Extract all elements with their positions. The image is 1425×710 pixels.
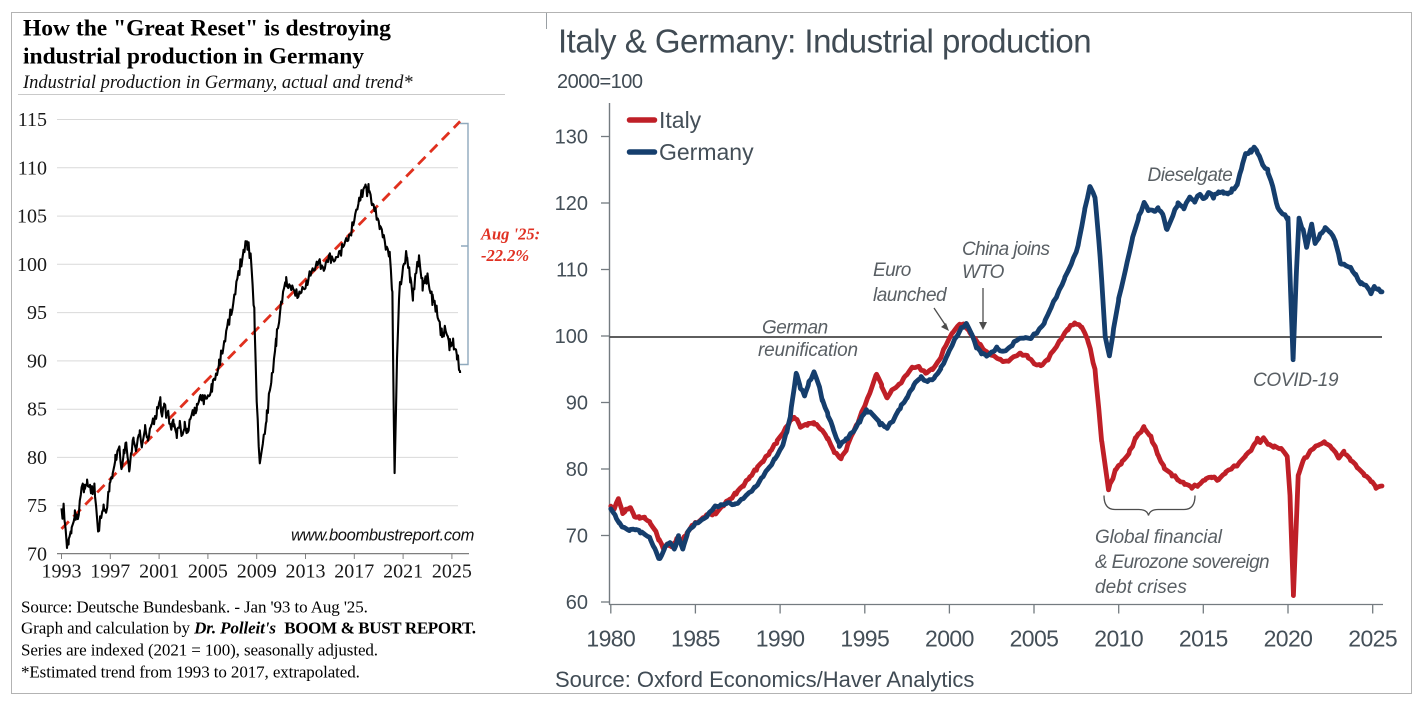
svg-text:105: 105 (17, 206, 47, 228)
svg-text:& Eurozone sovereign: & Eurozone sovereign (1095, 552, 1269, 573)
svg-text:80: 80 (566, 459, 588, 481)
svg-text:reunification: reunification (758, 340, 858, 361)
svg-text:110: 110 (18, 157, 47, 179)
svg-text:90: 90 (566, 393, 588, 415)
svg-text:launched: launched (873, 285, 948, 306)
svg-text:2021: 2021 (383, 561, 423, 583)
svg-text:German: German (762, 318, 828, 339)
svg-text:85: 85 (27, 399, 47, 421)
svg-text:1985: 1985 (671, 626, 720, 652)
svg-text:*Estimated trend from 1993 to: *Estimated trend from 1993 to 2017, extr… (21, 662, 360, 681)
svg-text:110: 110 (556, 260, 588, 282)
svg-text:Graph and calculation by Dr. P: Graph and calculation by Dr. Polleit's B… (21, 619, 476, 638)
svg-text:Source: Deutsche Bundesbank. -: Source: Deutsche Bundesbank. - Jan '93 t… (21, 597, 368, 616)
svg-text:Dieselgate: Dieselgate (1148, 165, 1233, 186)
svg-text:www.boombustreport.com: www.boombustreport.com (291, 527, 474, 545)
svg-text:WTO: WTO (962, 262, 1005, 283)
svg-text:Germany: Germany (659, 139, 754, 165)
svg-text:2005: 2005 (188, 561, 228, 583)
svg-text:1995: 1995 (840, 626, 889, 652)
svg-text:1997: 1997 (90, 561, 130, 583)
svg-text:2015: 2015 (1179, 626, 1228, 652)
svg-text:115: 115 (18, 109, 47, 131)
svg-text:Global financial: Global financial (1095, 527, 1223, 548)
svg-text:70: 70 (27, 544, 47, 566)
svg-text:Italy: Italy (659, 107, 702, 133)
svg-text:2005: 2005 (1010, 626, 1059, 652)
svg-text:2025: 2025 (432, 561, 472, 583)
svg-text:1990: 1990 (756, 626, 805, 652)
svg-text:industrial production in Germa: industrial production in Germany (23, 44, 364, 70)
svg-text:1993: 1993 (42, 561, 82, 583)
svg-text:130: 130 (555, 127, 588, 149)
svg-text:2000: 2000 (925, 626, 974, 652)
svg-text:Industrial production in Germa: Industrial production in Germany, actual… (22, 73, 413, 93)
svg-text:COVID-19: COVID-19 (1253, 370, 1339, 391)
svg-text:debt crises: debt crises (1095, 577, 1187, 598)
svg-text:2009: 2009 (237, 561, 277, 583)
svg-text:Euro: Euro (873, 260, 911, 281)
svg-text:Series are indexed (2021 = 100: Series are indexed (2021 = 100), seasona… (21, 641, 378, 660)
svg-text:2020: 2020 (1264, 626, 1313, 652)
svg-text:95: 95 (27, 302, 47, 324)
svg-text:-22.2%: -22.2% (481, 246, 529, 265)
svg-text:2013: 2013 (286, 561, 326, 583)
svg-text:2017: 2017 (334, 561, 374, 583)
svg-text:70: 70 (566, 526, 588, 548)
svg-text:60: 60 (566, 592, 588, 614)
svg-text:2000=100: 2000=100 (557, 71, 643, 93)
svg-text:80: 80 (27, 447, 47, 469)
svg-text:Source: Oxford Economics/Haver: Source: Oxford Economics/Haver Analytics (555, 667, 974, 692)
svg-text:2025: 2025 (1348, 626, 1397, 652)
svg-text:100: 100 (17, 254, 47, 276)
svg-text:Aug '25:: Aug '25: (480, 225, 540, 244)
svg-text:Italy & Germany: Industrial pr: Italy & Germany: Industrial production (558, 23, 1091, 60)
svg-text:120: 120 (555, 193, 588, 215)
svg-text:90: 90 (27, 350, 47, 372)
svg-text:2001: 2001 (139, 561, 179, 583)
svg-text:2010: 2010 (1094, 626, 1143, 652)
svg-text:1980: 1980 (586, 626, 635, 652)
svg-text:How the "Great Reset" is destr: How the "Great Reset" is destroying (23, 16, 391, 42)
svg-text:75: 75 (27, 495, 47, 517)
svg-text:China joins: China joins (962, 239, 1050, 260)
svg-text:100: 100 (555, 326, 588, 348)
